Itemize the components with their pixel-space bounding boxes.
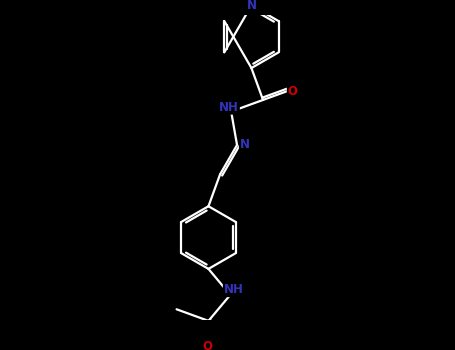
Text: N: N — [240, 139, 250, 152]
Text: O: O — [288, 84, 298, 98]
Text: N: N — [247, 0, 257, 12]
Text: NH: NH — [219, 101, 239, 114]
Text: NH: NH — [224, 283, 244, 296]
Text: O: O — [202, 340, 212, 350]
